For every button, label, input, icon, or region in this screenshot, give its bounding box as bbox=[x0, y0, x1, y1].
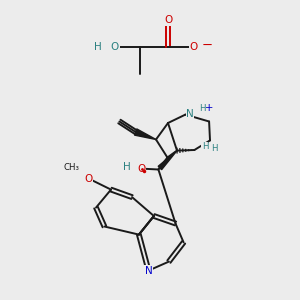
Text: H: H bbox=[202, 142, 208, 151]
Text: +: + bbox=[205, 103, 214, 113]
Text: H: H bbox=[211, 144, 217, 153]
Text: O: O bbox=[164, 15, 172, 26]
Polygon shape bbox=[134, 129, 156, 140]
Text: O: O bbox=[84, 173, 93, 184]
Text: H: H bbox=[199, 104, 206, 113]
Text: CH₃: CH₃ bbox=[64, 164, 80, 172]
Text: N: N bbox=[145, 266, 152, 276]
Text: O: O bbox=[137, 164, 145, 174]
Polygon shape bbox=[158, 151, 177, 170]
Text: H: H bbox=[94, 41, 102, 52]
Text: O: O bbox=[111, 41, 119, 52]
Text: N: N bbox=[186, 109, 194, 119]
Text: −: − bbox=[202, 38, 213, 52]
Text: H: H bbox=[123, 162, 130, 172]
Text: O: O bbox=[189, 41, 198, 52]
